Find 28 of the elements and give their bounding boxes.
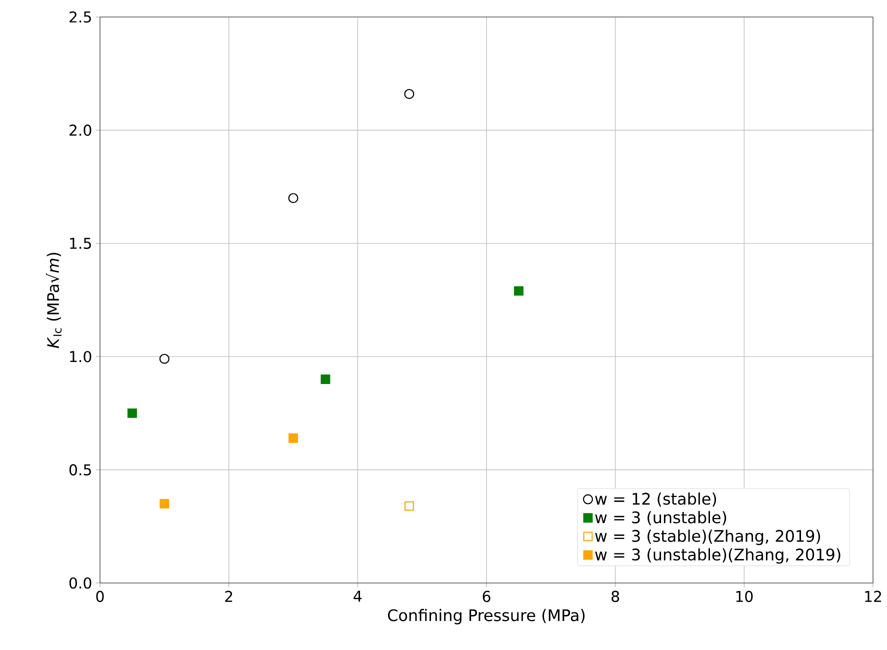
x-tick-label: 12: [865, 590, 882, 602]
y-tick-label: 2.5: [70, 11, 91, 23]
y-tick-label: 0.0: [69, 577, 92, 589]
y-tick-label: 2.0: [70, 124, 92, 136]
x-tick-label: 8: [612, 590, 620, 602]
x-tick-label: 4: [354, 590, 362, 602]
point: [159, 354, 170, 364]
y-tick-label: 1.0: [70, 350, 92, 362]
x-tick-label: 2: [225, 590, 232, 602]
point: [127, 408, 137, 418]
point: [288, 193, 298, 204]
point: [288, 433, 298, 443]
point: [404, 88, 414, 100]
point: [514, 286, 524, 296]
legend-label: w = 3 (unstable)(Zhang, 2019): [595, 548, 840, 564]
point: [404, 501, 414, 511]
x-tick-label: 10: [736, 590, 753, 602]
y-tick-label: 1.5: [70, 238, 91, 249]
point: [160, 499, 170, 508]
legend-label: w = 3 (unstable): [595, 511, 726, 526]
legend-label: w = 12 (stable): [595, 492, 716, 507]
legend-label: w = 3 (stable)(Zhang, 2019): [595, 530, 820, 546]
x-tick-label: 0: [96, 590, 104, 602]
x-tick-label: 6: [482, 590, 490, 602]
point: [320, 374, 330, 384]
x-axis-title: Confining Pressure (MPa): [388, 608, 585, 624]
y-axis-title: K$_{Ic}$ (MPa√m): [46, 252, 62, 348]
y-tick-label: 0.5: [69, 464, 91, 476]
